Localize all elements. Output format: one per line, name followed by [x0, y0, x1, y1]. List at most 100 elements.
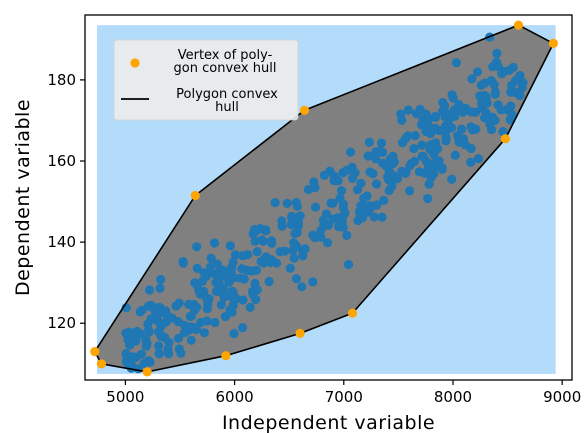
data-point [131, 334, 141, 344]
data-point [202, 293, 212, 304]
data-point [143, 319, 153, 329]
data-point [423, 193, 433, 204]
data-point [191, 324, 202, 335]
data-point [163, 344, 173, 354]
data-point [186, 335, 196, 345]
data-point [429, 158, 439, 168]
data-point [136, 349, 146, 359]
x-axis-label: Independent variable [222, 412, 435, 433]
data-point [154, 341, 164, 351]
data-point [409, 144, 419, 154]
data-point [437, 164, 447, 174]
data-point [209, 238, 220, 248]
data-point [310, 183, 320, 193]
data-point [267, 238, 277, 248]
data-point [424, 179, 434, 189]
legend-label-vertex: Vertex of poly- [178, 48, 273, 63]
data-point [490, 89, 500, 99]
data-point [459, 134, 469, 144]
data-point [189, 301, 199, 311]
data-point [292, 201, 302, 211]
data-point [421, 126, 431, 136]
data-point [336, 186, 347, 196]
data-point [230, 250, 240, 260]
data-point [245, 302, 255, 312]
data-point [190, 278, 200, 288]
data-point [137, 305, 147, 315]
data-point [216, 300, 226, 310]
hull-vertex [548, 38, 559, 49]
data-point [414, 167, 424, 177]
data-point [144, 356, 154, 366]
hull-vertex [190, 190, 200, 201]
data-point [144, 285, 155, 295]
hull-vertex [221, 351, 231, 361]
data-point [343, 259, 354, 270]
data-point [359, 193, 369, 203]
data-point [450, 150, 460, 160]
data-point [141, 341, 151, 351]
data-point [377, 212, 387, 222]
data-point [411, 109, 422, 119]
data-point [498, 127, 508, 137]
data-point [229, 329, 239, 339]
data-point [293, 217, 304, 227]
data-point [388, 151, 398, 161]
data-point [280, 246, 290, 256]
hull-vertex [96, 359, 106, 369]
data-point [506, 87, 516, 97]
data-point [485, 119, 495, 129]
data-point [250, 236, 260, 246]
data-point [350, 168, 360, 178]
data-point [480, 113, 490, 123]
data-point [321, 209, 331, 219]
legend-vertex-marker [130, 58, 140, 68]
data-point [405, 161, 415, 171]
data-point [433, 144, 443, 154]
data-point [333, 213, 343, 223]
data-point [379, 195, 389, 205]
data-point [133, 364, 143, 374]
data-point [225, 241, 235, 251]
data-point [199, 268, 209, 278]
y-axis-ticks: 120 140 160 180 [47, 71, 85, 332]
y-tick-label: 180 [47, 71, 76, 89]
data-point [179, 328, 189, 338]
data-point [480, 90, 490, 101]
x-tick-label: 9000 [543, 388, 581, 406]
data-point [192, 263, 202, 273]
x-tick-label: 7000 [325, 388, 363, 406]
hull-vertex [299, 105, 310, 115]
data-point [340, 208, 350, 218]
data-point [308, 277, 318, 287]
data-point [300, 244, 310, 254]
legend-label-vertex: gon convex hull [174, 61, 277, 76]
data-point [472, 67, 483, 77]
data-point [392, 174, 403, 184]
legend-label-hull: Polygon convex [176, 87, 278, 102]
data-point [287, 211, 297, 221]
data-point [418, 151, 428, 162]
data-point [369, 212, 379, 222]
plot-frame [84, 14, 573, 381]
y-axis-label: Dependent variable [12, 99, 34, 296]
data-point [310, 202, 321, 212]
data-point [202, 304, 212, 314]
data-point [156, 274, 166, 285]
data-point [228, 257, 238, 267]
data-point [322, 238, 333, 248]
data-point [466, 143, 476, 154]
data-point [243, 250, 253, 260]
data-point [316, 225, 326, 236]
convex-hull-outline [94, 24, 555, 373]
hull-vertex [347, 308, 358, 318]
data-point [372, 179, 382, 189]
x-axis-ticks: 5000 6000 7000 8000 9000 [106, 380, 581, 406]
data-point [466, 157, 476, 167]
data-point [220, 312, 230, 322]
data-point [431, 112, 441, 122]
data-point [381, 161, 391, 171]
data-point [264, 276, 274, 287]
data-point [237, 264, 247, 274]
data-point [383, 172, 393, 182]
